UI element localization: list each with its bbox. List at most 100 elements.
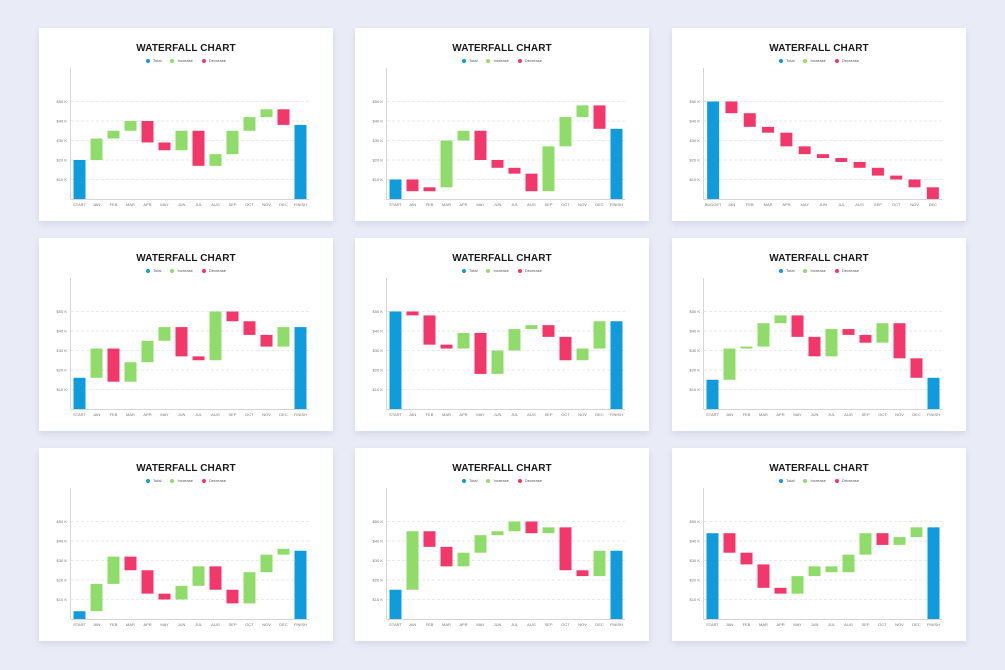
chart-card-6: WATERFALL CHART Total Increase Decrease $10 … — [672, 238, 966, 431]
x-tick-label: NOV — [262, 622, 271, 627]
bar-jun — [175, 327, 188, 357]
chart-legend: Total Increase Decrease — [39, 58, 333, 63]
bar-mar — [440, 344, 453, 349]
x-tick-label: AUG — [855, 202, 864, 207]
chart-plot: $10 K $20 K $30 K $40 K $50 K START JAN FEB MAR A… — [690, 278, 942, 417]
x-tick-label: FEB — [746, 202, 754, 207]
x-tick-label: OCT — [561, 412, 570, 417]
legend-label-decrease: Decrease — [208, 268, 226, 273]
legend-swatch-decrease — [834, 58, 839, 63]
legend-swatch-increase — [170, 58, 175, 63]
x-tick-label: APR — [143, 622, 151, 627]
legend-item-total: Total — [146, 478, 161, 483]
y-tick-label: $50 K — [57, 309, 68, 314]
bar-jul — [825, 329, 838, 357]
y-tick-label: $10 K — [690, 177, 701, 182]
legend-swatch-increase — [486, 58, 491, 63]
bar-dec — [277, 327, 290, 347]
y-tick-label: $20 K — [690, 367, 701, 372]
x-tick-label: JAN — [409, 622, 417, 627]
legend-label-increase: Increase — [177, 268, 193, 273]
bar-aug — [525, 521, 538, 534]
legend-swatch-total — [146, 268, 151, 273]
x-tick-label: JUN — [178, 622, 186, 627]
bar-start — [706, 379, 719, 409]
legend-item-total: Total — [779, 58, 794, 63]
bar-mar — [440, 546, 453, 567]
legend-item-decrease: Decrease — [517, 268, 542, 273]
chart-title: WATERFALL CHART — [769, 253, 869, 264]
bar-nov — [576, 105, 589, 118]
bar-may — [158, 593, 171, 600]
bar-mar — [757, 323, 770, 347]
bar-dec — [926, 187, 939, 199]
x-tick-label: JUN — [178, 412, 186, 417]
bar-dec — [593, 550, 606, 577]
x-tick-label: SEP — [861, 412, 869, 417]
x-tick-label: JAN — [409, 202, 417, 207]
y-tick-label: $40 K — [57, 538, 68, 543]
x-tick-label: APR — [776, 412, 784, 417]
x-tick-label: OCT — [245, 622, 254, 627]
x-tick-label: OCT — [878, 412, 887, 417]
legend-label-increase: Increase — [493, 268, 509, 273]
legend-label-increase: Increase — [177, 478, 193, 483]
x-tick-label: MAR — [126, 622, 135, 627]
bar-aug — [525, 173, 538, 192]
bar-may — [474, 535, 487, 553]
x-tick-label: JAN — [93, 412, 101, 417]
x-tick-label: BUDGET — [705, 202, 722, 207]
legend-item-decrease: Decrease — [201, 58, 226, 63]
x-tick-label: AUG — [527, 622, 536, 627]
legend-swatch-increase — [486, 268, 491, 273]
x-tick-label: FINISH — [294, 622, 307, 627]
legend-item-decrease: Decrease — [517, 58, 542, 63]
y-tick-label: $20 K — [57, 157, 68, 162]
bar-aug — [525, 325, 538, 330]
chart-plot: $10 K $20 K $30 K $40 K $50 K BUDGET JAN FEB MAR… — [690, 68, 942, 207]
chart-legend: Total Increase Decrease — [672, 478, 966, 483]
legend-label-decrease: Decrease — [841, 268, 859, 273]
legend-swatch-increase — [803, 268, 808, 273]
x-tick-label: DEC — [279, 202, 288, 207]
y-tick-label: $30 K — [690, 558, 701, 563]
x-tick-label: MAR — [442, 202, 451, 207]
bar-nov — [908, 179, 921, 188]
x-tick-label: DEC — [912, 622, 921, 627]
x-tick-label: MAR — [759, 412, 768, 417]
x-tick-label: JAN — [93, 622, 101, 627]
x-tick-label: NOV — [262, 412, 271, 417]
chart-legend: Total Increase Decrease — [672, 58, 966, 63]
bar-mar — [762, 126, 775, 133]
legend-label-increase: Increase — [810, 268, 826, 273]
chart-title: WATERFALL CHART — [769, 43, 869, 54]
bar-finish — [294, 124, 307, 199]
x-tick-label: SEP — [544, 622, 552, 627]
legend-label-increase: Increase — [810, 478, 826, 483]
y-tick-label: $30 K — [690, 348, 701, 353]
x-tick-label: AUG — [211, 202, 220, 207]
x-tick-label: MAY — [801, 202, 810, 207]
y-tick-label: $40 K — [373, 538, 384, 543]
legend-swatch-increase — [170, 478, 175, 483]
x-tick-label: MAR — [442, 412, 451, 417]
x-tick-label: DEC — [279, 412, 288, 417]
chart-title: WATERFALL CHART — [452, 43, 552, 54]
y-tick-label: $20 K — [373, 367, 384, 372]
x-tick-label: MAY — [160, 412, 169, 417]
x-tick-label: OCT — [878, 622, 887, 627]
bar-apr — [457, 130, 470, 141]
legend-label-total: Total — [786, 58, 795, 63]
legend-swatch-decrease — [834, 478, 839, 483]
x-tick-label: SEP — [228, 202, 236, 207]
bar-jan — [406, 311, 419, 316]
legend-label-increase: Increase — [493, 478, 509, 483]
bar-jul — [825, 566, 838, 573]
x-tick-label: FEB — [426, 622, 434, 627]
y-tick-label: $30 K — [373, 558, 384, 563]
chart-title: WATERFALL CHART — [452, 463, 552, 474]
y-tick-label: $10 K — [373, 177, 384, 182]
y-tick-label: $10 K — [57, 597, 68, 602]
x-tick-label: JUN — [494, 202, 502, 207]
y-tick-label: $20 K — [373, 157, 384, 162]
